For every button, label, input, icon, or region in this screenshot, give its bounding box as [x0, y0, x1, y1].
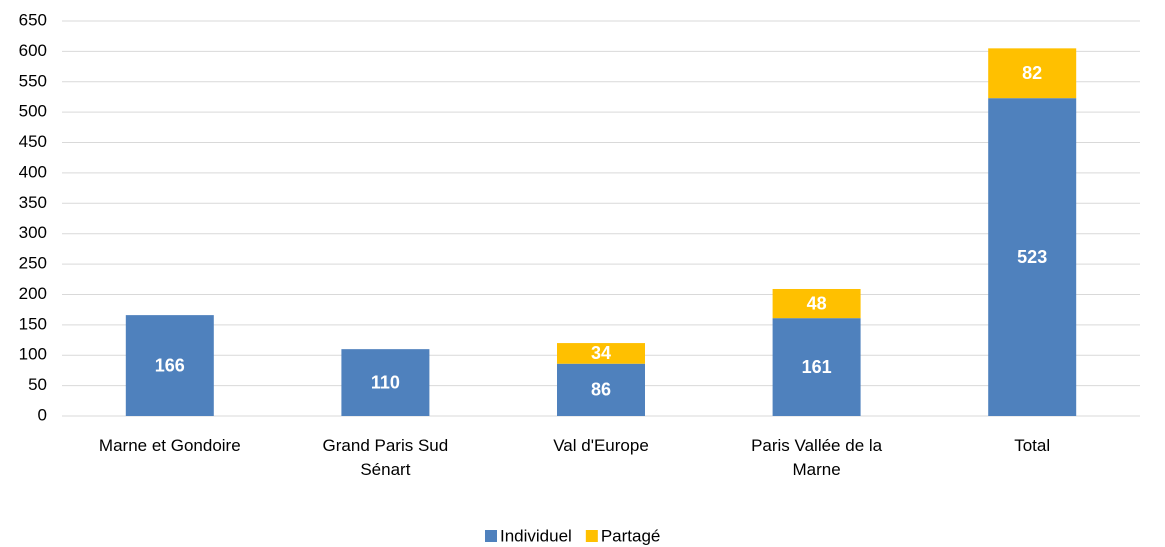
y-tick-label: 600 [19, 41, 47, 60]
y-tick-label: 400 [19, 162, 47, 181]
y-tick-label: 50 [28, 375, 47, 394]
x-tick-label: Grand Paris Sud Sénart [322, 436, 449, 479]
data-label: 110 [371, 372, 400, 392]
y-tick-label: 350 [19, 193, 47, 212]
y-tick-label: 0 [38, 405, 47, 424]
legend-label: Individuel [500, 526, 572, 545]
y-tick-label: 150 [19, 314, 47, 333]
data-label: 166 [155, 355, 185, 375]
bar-segment [557, 363, 645, 416]
bar-segment [341, 349, 430, 416]
y-tick-label: 650 [19, 10, 47, 29]
legend-swatch [585, 530, 598, 542]
data-label: 82 [1022, 63, 1042, 83]
x-tick-label: Val d'Europe [553, 436, 649, 455]
y-tick-label: 500 [19, 102, 47, 121]
y-tick-label: 250 [19, 254, 47, 273]
x-tick-label: Marne et Gondoire [98, 436, 241, 455]
x-tick-label: Paris Vallée de la Marne [751, 436, 883, 479]
bar-segment [772, 318, 861, 416]
data-label: 48 [807, 293, 827, 313]
x-tick-label: Total [1014, 436, 1051, 455]
y-tick-label: 300 [19, 223, 47, 242]
y-tick-label: 450 [19, 132, 47, 151]
data-label: 86 [591, 380, 611, 400]
legend-swatch [485, 530, 497, 542]
data-label: 34 [591, 343, 611, 363]
data-label: 523 [1017, 247, 1047, 267]
bar-segment [772, 288, 861, 319]
y-tick-label: 200 [19, 284, 47, 303]
bar-segment [557, 343, 645, 364]
data-label: 161 [802, 357, 832, 377]
y-tick-label: 550 [19, 71, 47, 90]
bar-segment [988, 98, 1077, 416]
legend-label: Partagé [601, 526, 661, 545]
y-tick-label: 100 [19, 345, 47, 364]
bar-segment [125, 315, 214, 416]
bar-segment [988, 48, 1077, 99]
